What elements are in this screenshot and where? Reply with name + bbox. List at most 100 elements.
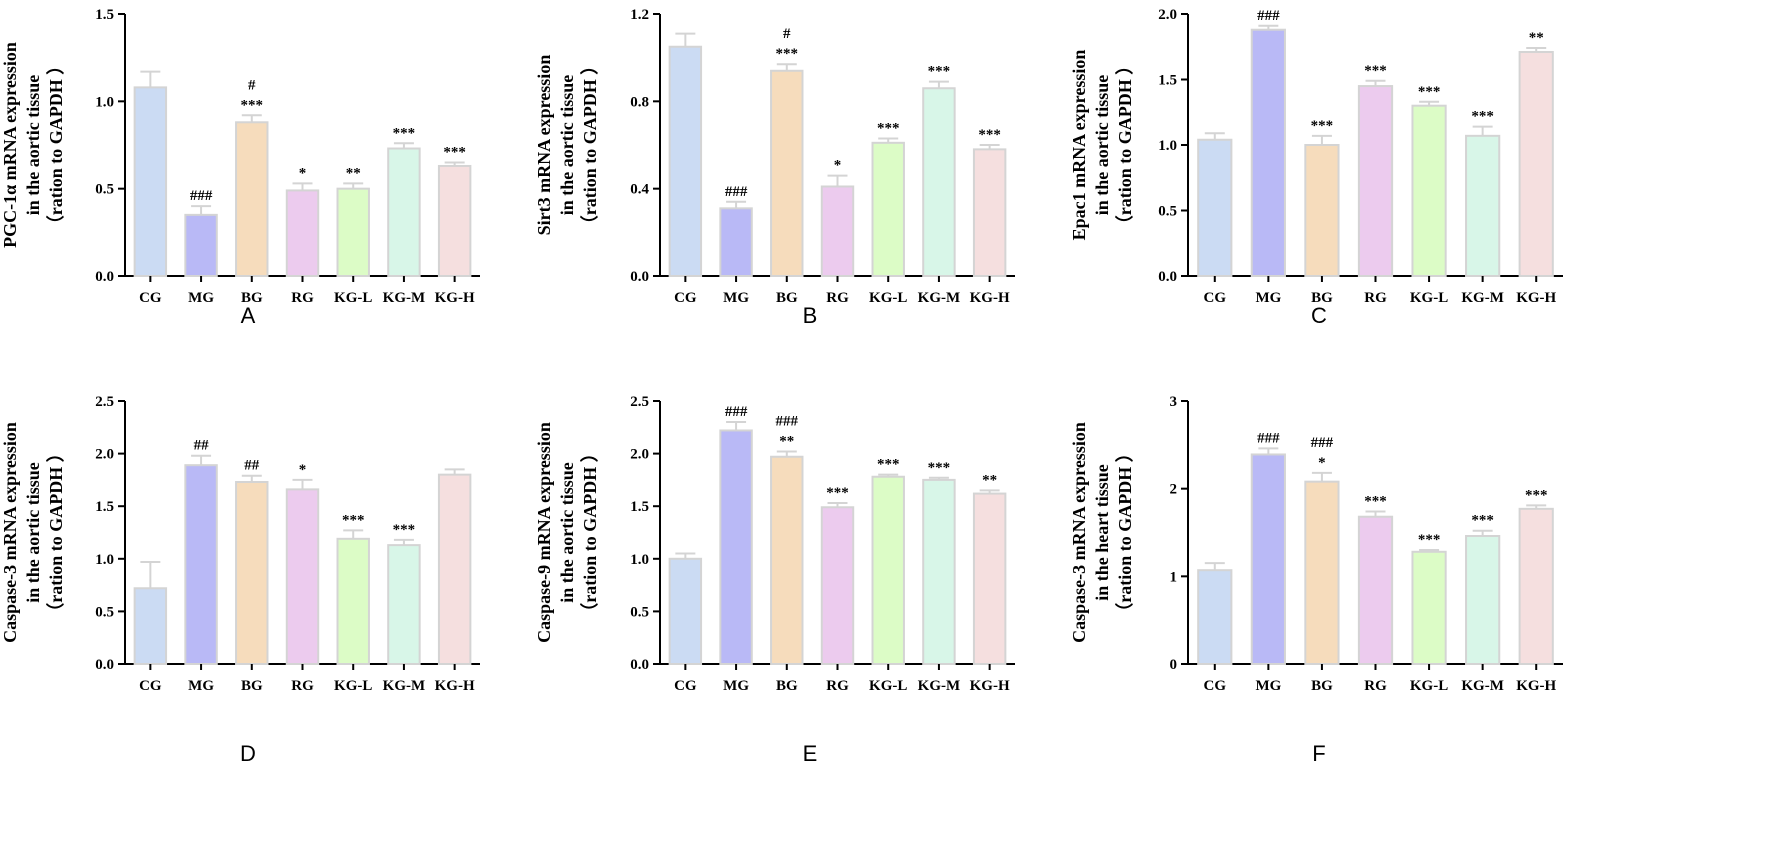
bar-mg	[1250, 453, 1286, 665]
y-axis-title-line: in the aortic tissue	[23, 75, 43, 215]
chart-panel-a: 0.0 0.5 1.0 1.5 CG MG ### BG # *** RG * KG-L ** KG-M **…	[0, 7, 480, 306]
bar-kg-h	[1518, 50, 1554, 277]
bar-kg-h	[972, 492, 1007, 665]
x-tick-label: MG	[188, 290, 214, 306]
significance-label: #	[783, 26, 791, 42]
significance-label: ***	[393, 125, 416, 141]
bar-mg	[184, 464, 218, 665]
y-tick-label: 0.0	[630, 657, 649, 673]
significance-label: *	[299, 462, 307, 478]
x-tick-label: CG	[674, 678, 697, 694]
y-axis-title-line: （ration to GAPDH ）	[46, 444, 66, 620]
significance-label: ***	[928, 64, 951, 80]
bar-bg	[235, 121, 269, 277]
bar-bg	[235, 481, 269, 665]
x-tick-label: CG	[139, 290, 162, 306]
significance-label: ***	[928, 460, 951, 476]
y-tick-label: 0.5	[630, 604, 649, 620]
significance-label: ***	[241, 97, 264, 113]
bar-kg-l	[871, 141, 905, 277]
x-tick-label: RG	[1364, 678, 1387, 694]
y-axis-title-line: （ration to GAPDH ）	[580, 444, 600, 620]
bar-kg-m	[387, 544, 421, 666]
x-tick-label: KG-H	[970, 290, 1010, 306]
y-axis-title-line: Sirt3 mRNA expression	[534, 55, 554, 236]
significance-label: **	[982, 472, 997, 488]
significance-label: ###	[725, 404, 748, 420]
bar-kg-m	[1465, 134, 1501, 277]
significance-label: ***	[877, 457, 900, 473]
panel-letter-f: F	[1312, 741, 1325, 766]
x-tick-label: BG	[241, 678, 263, 694]
panel-letter-b: B	[803, 303, 818, 328]
y-tick-label: 2.0	[630, 447, 649, 463]
y-tick-label: 2	[1170, 482, 1178, 498]
chart-panel-f: 0 1 2 3 CG MG ### BG ### * RG *** KG-L *** KG-M *** KG-H…	[1069, 394, 1563, 694]
significance-label: ###	[1311, 435, 1334, 451]
x-tick-label: BG	[1311, 678, 1333, 694]
x-tick-label: MG	[188, 678, 214, 694]
x-tick-label: RG	[826, 290, 849, 306]
significance-label: ***	[826, 485, 849, 501]
y-tick-label: 1	[1170, 569, 1178, 585]
y-axis-title-line: Caspase-3 mRNA expression	[0, 422, 20, 643]
x-tick-label: RG	[291, 290, 314, 306]
significance-label: ***	[1471, 109, 1494, 125]
significance-label: *	[1318, 455, 1326, 471]
bar-cg	[668, 557, 703, 665]
x-tick-label: BG	[1311, 290, 1333, 306]
bar-cg	[133, 86, 168, 277]
x-tick-label: KG-M	[918, 290, 961, 306]
y-axis-title-line: （ration to GAPDH ）	[46, 57, 66, 233]
bar-bg	[770, 69, 804, 278]
x-tick-label: BG	[776, 678, 798, 694]
y-tick-label: 0.0	[630, 269, 649, 285]
significance-label: ***	[1311, 118, 1334, 134]
bar-bg	[1304, 480, 1340, 665]
significance-label: ###	[1257, 430, 1280, 446]
bar-kg-h	[437, 164, 472, 278]
x-tick-label: RG	[291, 678, 314, 694]
x-tick-label: KG-M	[383, 290, 426, 306]
y-tick-label: 0.0	[95, 269, 114, 285]
x-tick-label: KG-H	[1516, 678, 1556, 694]
x-tick-label: MG	[723, 290, 749, 306]
y-tick-label: 2.0	[95, 447, 114, 463]
x-tick-label: KG-L	[334, 678, 372, 694]
bar-kg-l	[1411, 104, 1447, 277]
significance-label: ***	[1364, 63, 1387, 79]
y-tick-label: 1.5	[1158, 73, 1177, 89]
x-tick-label: KG-L	[1410, 290, 1448, 306]
y-tick-label: 1.5	[95, 7, 114, 23]
y-tick-label: 2.5	[630, 394, 649, 410]
y-axis-title-line: in the heart tissue	[1092, 464, 1112, 601]
significance-label: ###	[190, 188, 213, 204]
x-tick-label: KG-M	[1461, 678, 1504, 694]
bar-cg	[1197, 138, 1233, 277]
significance-label: ***	[978, 127, 1001, 143]
bar-bg	[770, 455, 804, 666]
significance-label: ###	[1257, 8, 1280, 24]
significance-label: ***	[1418, 84, 1441, 100]
bar-mg	[1250, 28, 1286, 277]
x-tick-label: KG-L	[1410, 678, 1448, 694]
y-axis-title-line: in the aortic tissue	[557, 462, 577, 602]
x-tick-label: CG	[139, 678, 162, 694]
bar-kg-m	[922, 87, 956, 277]
y-tick-label: 1.5	[95, 499, 114, 515]
panel-letter-e: E	[803, 741, 818, 766]
bar-kg-h	[972, 148, 1007, 277]
y-tick-label: 1.0	[1158, 138, 1177, 154]
significance-label: **	[346, 165, 361, 181]
y-tick-label: 0.0	[95, 657, 114, 673]
x-tick-label: KG-H	[435, 678, 475, 694]
bar-mg	[719, 207, 753, 277]
bar-rg	[1357, 85, 1394, 277]
bar-kg-m	[1465, 535, 1501, 665]
y-axis-title-line: Caspase-3 mRNA expression	[1069, 422, 1089, 643]
bar-rg	[820, 185, 855, 278]
chart-panel-b: 0.0 0.4 0.8 1.2 CG MG ### BG # *** RG * KG-L *** KG-M *…	[534, 7, 1015, 306]
bar-rg	[1357, 515, 1394, 665]
bar-kg-m	[387, 147, 421, 277]
significance-label: ***	[1364, 493, 1387, 509]
